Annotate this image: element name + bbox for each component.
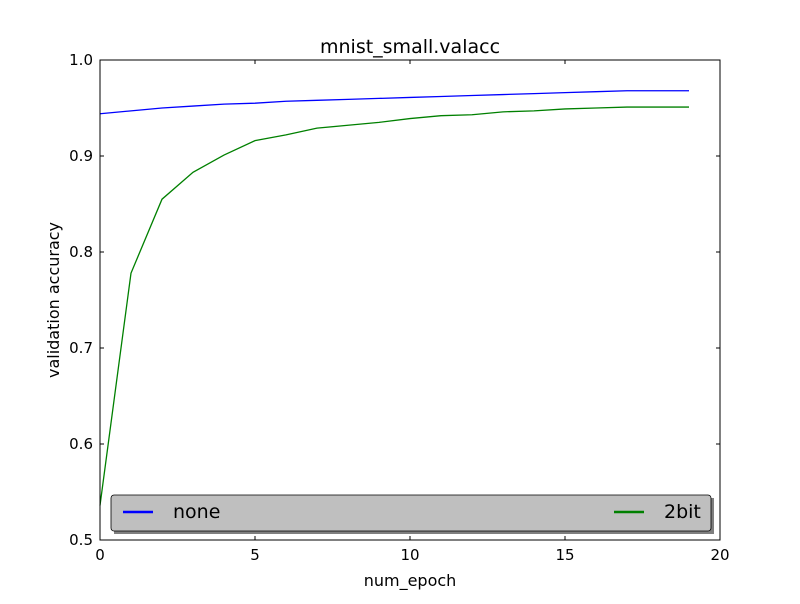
x-tick-label: 10 [400, 546, 419, 564]
legend-label-2bit: 2bit [664, 501, 701, 523]
x-tick-label: 20 [710, 546, 729, 564]
y-axis-label: validation accuracy [44, 222, 63, 378]
chart-title: mnist_small.valacc [320, 36, 500, 58]
y-tick-label: 1.0 [69, 51, 93, 69]
series-line-none [99, 90, 689, 115]
y-tick-label: 0.5 [69, 531, 93, 549]
y-tick-label: 0.8 [69, 243, 93, 261]
legend-box [110, 494, 712, 532]
x-tick-label: 5 [250, 546, 260, 564]
legend-label-none: none [173, 501, 220, 523]
series-line-2bit [99, 106, 689, 506]
axes-frame [99, 59, 721, 541]
legend: none 2bit [110, 494, 714, 534]
x-tick-label: 0 [95, 546, 105, 564]
y-tick-label: 0.7 [69, 339, 93, 357]
x-axis-label: num_epoch [364, 571, 457, 591]
x-tick-label: 15 [555, 546, 574, 564]
y-tick-label: 0.9 [69, 147, 93, 165]
y-tick-label: 0.6 [69, 435, 93, 453]
